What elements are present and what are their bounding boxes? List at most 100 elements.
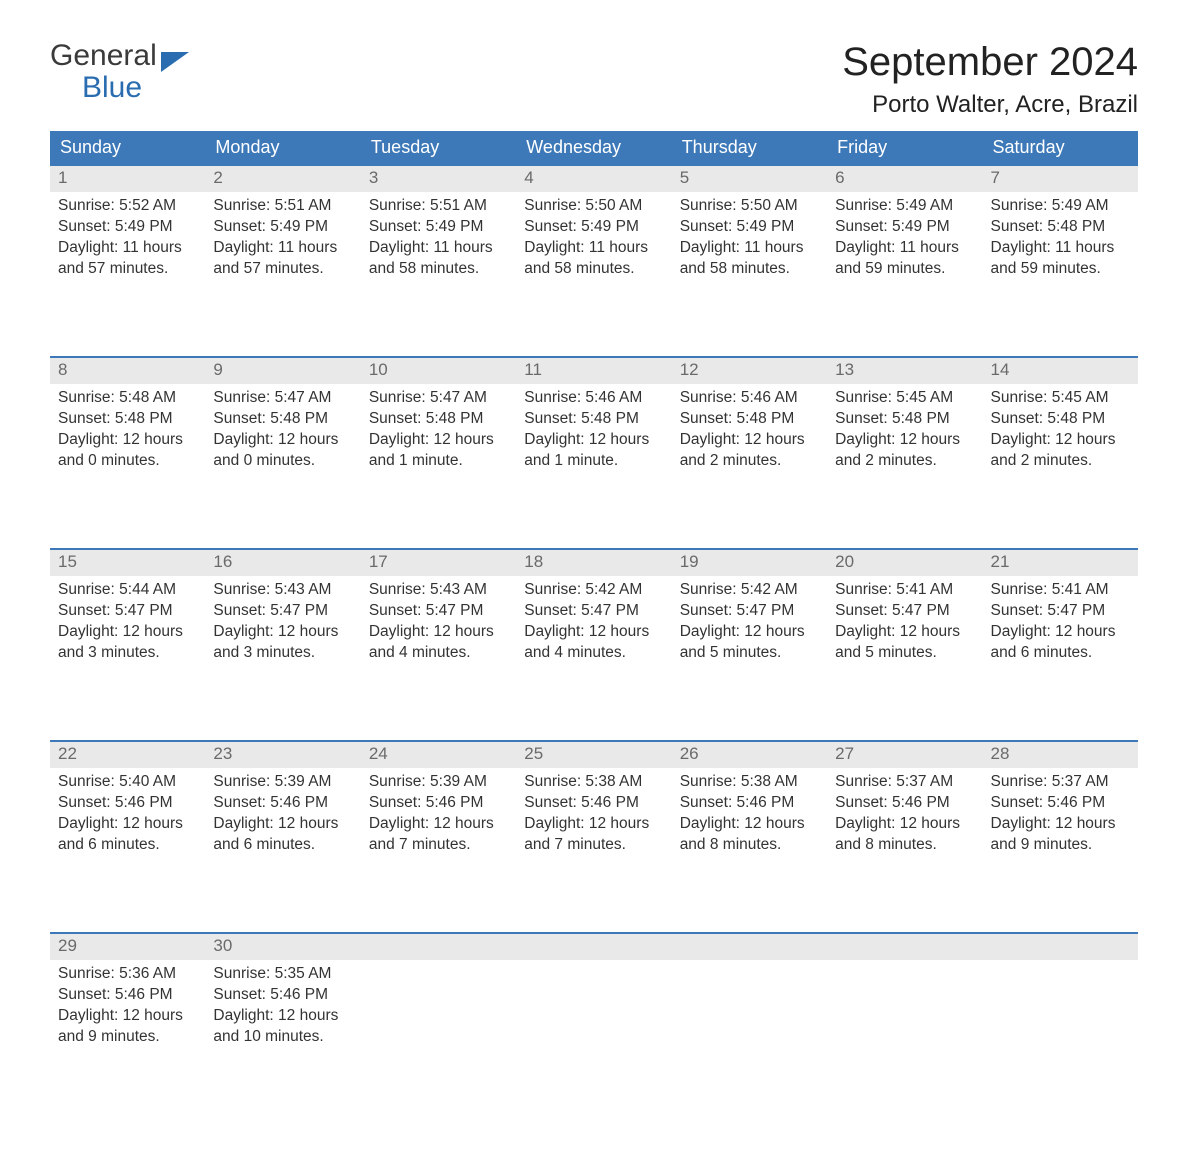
day-sunrise: Sunrise: 5:46 AM	[680, 388, 819, 409]
day-daylight2: and 7 minutes.	[369, 835, 508, 856]
day-cell: Sunrise: 5:37 AMSunset: 5:46 PMDaylight:…	[983, 768, 1138, 918]
day-daylight1: Daylight: 12 hours	[524, 430, 663, 451]
day-cell: Sunrise: 5:42 AMSunset: 5:47 PMDaylight:…	[672, 576, 827, 726]
day-cell: Sunrise: 5:49 AMSunset: 5:48 PMDaylight:…	[983, 192, 1138, 342]
day-sunrise: Sunrise: 5:43 AM	[213, 580, 352, 601]
day-daylight1: Daylight: 12 hours	[213, 622, 352, 643]
day-number	[983, 933, 1138, 960]
day-number-row: 1234567	[50, 165, 1138, 192]
day-daylight1: Daylight: 12 hours	[58, 814, 197, 835]
day-daylight1: Daylight: 12 hours	[369, 814, 508, 835]
day-cell: Sunrise: 5:43 AMSunset: 5:47 PMDaylight:…	[205, 576, 360, 726]
day-daylight1: Daylight: 11 hours	[213, 238, 352, 259]
day-daylight2: and 5 minutes.	[835, 643, 974, 664]
spacer-row	[50, 726, 1138, 741]
day-sunrise: Sunrise: 5:47 AM	[369, 388, 508, 409]
day-sunrise: Sunrise: 5:38 AM	[524, 772, 663, 793]
day-daylight2: and 2 minutes.	[835, 451, 974, 472]
day-sunrise: Sunrise: 5:47 AM	[213, 388, 352, 409]
day-sunset: Sunset: 5:49 PM	[369, 217, 508, 238]
day-number: 27	[827, 741, 982, 768]
day-daylight2: and 10 minutes.	[213, 1027, 352, 1048]
day-sunset: Sunset: 5:49 PM	[58, 217, 197, 238]
day-number: 14	[983, 357, 1138, 384]
day-sunrise: Sunrise: 5:38 AM	[680, 772, 819, 793]
day-number: 29	[50, 933, 205, 960]
weekday-header: Monday	[205, 131, 360, 165]
day-sunset: Sunset: 5:46 PM	[369, 793, 508, 814]
day-daylight1: Daylight: 11 hours	[58, 238, 197, 259]
day-daylight1: Daylight: 12 hours	[524, 814, 663, 835]
day-daylight2: and 59 minutes.	[991, 259, 1130, 280]
title-month: September 2024	[842, 40, 1138, 85]
spacer-row	[50, 342, 1138, 357]
day-number: 26	[672, 741, 827, 768]
day-sunset: Sunset: 5:47 PM	[991, 601, 1130, 622]
day-sunset: Sunset: 5:46 PM	[524, 793, 663, 814]
day-number: 1	[50, 165, 205, 192]
day-daylight2: and 58 minutes.	[524, 259, 663, 280]
day-sunset: Sunset: 5:48 PM	[58, 409, 197, 430]
day-cell: Sunrise: 5:39 AMSunset: 5:46 PMDaylight:…	[361, 768, 516, 918]
day-cell: Sunrise: 5:35 AMSunset: 5:46 PMDaylight:…	[205, 960, 360, 1110]
title-location: Porto Walter, Acre, Brazil	[842, 91, 1138, 119]
day-number: 28	[983, 741, 1138, 768]
day-sunrise: Sunrise: 5:35 AM	[213, 964, 352, 985]
day-cell: Sunrise: 5:51 AMSunset: 5:49 PMDaylight:…	[205, 192, 360, 342]
day-daylight2: and 1 minute.	[524, 451, 663, 472]
day-daylight1: Daylight: 12 hours	[58, 430, 197, 451]
day-sunrise: Sunrise: 5:52 AM	[58, 196, 197, 217]
day-cell: Sunrise: 5:38 AMSunset: 5:46 PMDaylight:…	[672, 768, 827, 918]
day-daylight2: and 2 minutes.	[680, 451, 819, 472]
day-cell: Sunrise: 5:46 AMSunset: 5:48 PMDaylight:…	[516, 384, 671, 534]
day-sunrise: Sunrise: 5:48 AM	[58, 388, 197, 409]
day-cell: Sunrise: 5:45 AMSunset: 5:48 PMDaylight:…	[983, 384, 1138, 534]
day-cell: Sunrise: 5:41 AMSunset: 5:47 PMDaylight:…	[827, 576, 982, 726]
day-number-row: 15161718192021	[50, 549, 1138, 576]
logo-text-1: General	[50, 40, 157, 72]
day-daylight2: and 7 minutes.	[524, 835, 663, 856]
day-daylight2: and 6 minutes.	[213, 835, 352, 856]
day-sunrise: Sunrise: 5:36 AM	[58, 964, 197, 985]
day-number: 6	[827, 165, 982, 192]
day-daylight1: Daylight: 12 hours	[369, 622, 508, 643]
day-daylight2: and 4 minutes.	[524, 643, 663, 664]
day-number: 20	[827, 549, 982, 576]
day-daylight2: and 3 minutes.	[58, 643, 197, 664]
day-number: 10	[361, 357, 516, 384]
day-cell: Sunrise: 5:47 AMSunset: 5:48 PMDaylight:…	[361, 384, 516, 534]
day-cell: Sunrise: 5:48 AMSunset: 5:48 PMDaylight:…	[50, 384, 205, 534]
logo-flag-icon	[161, 52, 189, 72]
weekday-header: Wednesday	[516, 131, 671, 165]
day-sunset: Sunset: 5:48 PM	[835, 409, 974, 430]
day-daylight2: and 58 minutes.	[369, 259, 508, 280]
day-daylight2: and 8 minutes.	[835, 835, 974, 856]
day-cell: Sunrise: 5:44 AMSunset: 5:47 PMDaylight:…	[50, 576, 205, 726]
day-sunrise: Sunrise: 5:44 AM	[58, 580, 197, 601]
day-cell: Sunrise: 5:39 AMSunset: 5:46 PMDaylight:…	[205, 768, 360, 918]
day-sunrise: Sunrise: 5:37 AM	[835, 772, 974, 793]
day-sunset: Sunset: 5:48 PM	[680, 409, 819, 430]
day-data-row: Sunrise: 5:52 AMSunset: 5:49 PMDaylight:…	[50, 192, 1138, 342]
day-sunset: Sunset: 5:46 PM	[835, 793, 974, 814]
day-daylight1: Daylight: 12 hours	[680, 814, 819, 835]
day-number: 18	[516, 549, 671, 576]
day-data-row: Sunrise: 5:48 AMSunset: 5:48 PMDaylight:…	[50, 384, 1138, 534]
day-daylight2: and 0 minutes.	[213, 451, 352, 472]
day-sunset: Sunset: 5:47 PM	[213, 601, 352, 622]
day-data-row: Sunrise: 5:44 AMSunset: 5:47 PMDaylight:…	[50, 576, 1138, 726]
day-sunrise: Sunrise: 5:45 AM	[991, 388, 1130, 409]
day-sunrise: Sunrise: 5:41 AM	[835, 580, 974, 601]
day-number-row: 22232425262728	[50, 741, 1138, 768]
day-sunrise: Sunrise: 5:45 AM	[835, 388, 974, 409]
day-cell: Sunrise: 5:42 AMSunset: 5:47 PMDaylight:…	[516, 576, 671, 726]
weekday-header-row: Sunday Monday Tuesday Wednesday Thursday…	[50, 131, 1138, 165]
day-cell: Sunrise: 5:45 AMSunset: 5:48 PMDaylight:…	[827, 384, 982, 534]
day-daylight2: and 57 minutes.	[58, 259, 197, 280]
day-number	[827, 933, 982, 960]
day-daylight1: Daylight: 12 hours	[369, 430, 508, 451]
day-daylight1: Daylight: 12 hours	[991, 430, 1130, 451]
day-daylight2: and 0 minutes.	[58, 451, 197, 472]
day-number: 7	[983, 165, 1138, 192]
day-sunrise: Sunrise: 5:40 AM	[58, 772, 197, 793]
